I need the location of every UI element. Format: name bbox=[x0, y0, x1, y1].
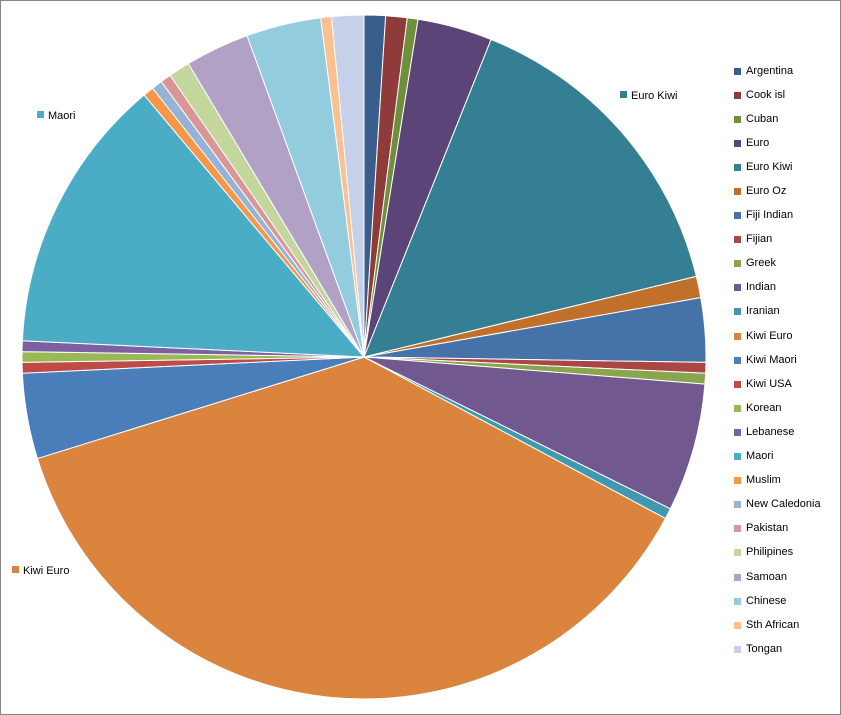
callout-label-kiwi-euro: Kiwi Euro bbox=[23, 565, 69, 577]
legend-swatch bbox=[734, 428, 741, 436]
legend-label: Cuban bbox=[746, 112, 779, 125]
legend-swatch bbox=[734, 188, 741, 196]
legend-swatch bbox=[734, 645, 741, 653]
legend-swatch bbox=[734, 212, 741, 220]
legend-swatch bbox=[734, 260, 741, 268]
legend-label: Chinese bbox=[746, 594, 787, 607]
legend-item-euro-oz: Euro Oz bbox=[734, 179, 839, 203]
legend-label: Samoan bbox=[746, 570, 787, 583]
legend-item-kiwi-euro: Kiwi Euro bbox=[734, 324, 839, 348]
legend-item-sth-african: Sth African bbox=[734, 613, 839, 637]
pie-slice-kiwi-euro bbox=[36, 356, 667, 700]
legend-swatch bbox=[734, 525, 741, 533]
legend-label: Philipines bbox=[746, 546, 794, 559]
legend-label: Euro Oz bbox=[746, 185, 787, 198]
legend-item-cuban: Cuban bbox=[734, 107, 839, 131]
legend-swatch bbox=[734, 453, 741, 461]
legend-swatch bbox=[734, 380, 741, 388]
legend-item-kiwi-maori: Kiwi Maori bbox=[734, 348, 839, 372]
legend-item-cook-isl: Cook isl bbox=[734, 83, 839, 107]
legend-label: Korean bbox=[746, 401, 782, 414]
pie-slice-maori bbox=[21, 94, 366, 358]
legend-label: Fiji Indian bbox=[746, 209, 794, 222]
legend-item-iranian: Iranian bbox=[734, 300, 839, 324]
legend-swatch bbox=[734, 163, 741, 171]
legend-item-kiwi-usa: Kiwi USA bbox=[734, 372, 839, 396]
legend-label: Euro Kiwi bbox=[746, 160, 793, 173]
legend-label: Sth African bbox=[746, 618, 800, 631]
legend-item-new-caledonia: New Caledonia bbox=[734, 493, 839, 517]
legend-item-greek: Greek bbox=[734, 252, 839, 276]
legend-swatch bbox=[734, 621, 741, 629]
callout-label-maori: Maori bbox=[48, 110, 76, 122]
legend-swatch bbox=[734, 404, 741, 412]
legend-label: New Caledonia bbox=[746, 498, 821, 511]
legend-swatch bbox=[734, 236, 741, 244]
legend-label: Iranian bbox=[746, 305, 780, 318]
legend-swatch bbox=[734, 356, 741, 364]
legend-swatch bbox=[734, 549, 741, 557]
legend-swatch bbox=[734, 332, 741, 340]
legend-label: Euro bbox=[746, 136, 770, 149]
legend-swatch bbox=[734, 597, 741, 605]
legend-item-fijian: Fijian bbox=[734, 228, 839, 252]
pie-slice-indian bbox=[363, 356, 706, 510]
callout-swatch-euro-kiwi bbox=[620, 91, 627, 98]
legend-item-euro: Euro bbox=[734, 131, 839, 155]
legend-item-korean: Korean bbox=[734, 396, 839, 420]
legend-item-fiji-indian: Fiji Indian bbox=[734, 204, 839, 228]
legend-item-chinese: Chinese bbox=[734, 589, 839, 613]
legend-item-indian: Indian bbox=[734, 276, 839, 300]
pie-slices bbox=[21, 14, 707, 700]
legend: Argentina Cook isl Cuban Euro Euro Kiwi Euro … bbox=[734, 59, 839, 661]
legend-item-lebanese: Lebanese bbox=[734, 420, 839, 444]
pie-slice-tongan bbox=[330, 14, 365, 358]
legend-swatch bbox=[734, 501, 741, 509]
legend-label: Kiwi Maori bbox=[746, 353, 797, 366]
legend-label: Indian bbox=[746, 281, 776, 294]
legend-label: Fijian bbox=[746, 233, 773, 246]
legend-swatch bbox=[734, 308, 741, 316]
legend-label: Cook isl bbox=[746, 88, 786, 101]
legend-label: Argentina bbox=[746, 64, 794, 77]
legend-swatch bbox=[734, 139, 741, 147]
legend-swatch bbox=[734, 91, 741, 99]
legend-label: Lebanese bbox=[746, 425, 795, 438]
callout-swatch-maori bbox=[37, 111, 44, 118]
legend-label: Pakistan bbox=[746, 522, 789, 535]
legend-label: Maori bbox=[746, 450, 774, 463]
legend-item-argentina: Argentina bbox=[734, 59, 839, 83]
legend-swatch bbox=[734, 477, 741, 485]
legend-item-pakistan: Pakistan bbox=[734, 517, 839, 541]
pie-slice-euro-kiwi bbox=[363, 38, 697, 358]
legend-item-muslim: Muslim bbox=[734, 469, 839, 493]
legend-item-maori: Maori bbox=[734, 445, 839, 469]
legend-label: Greek bbox=[746, 257, 776, 270]
legend-swatch bbox=[734, 284, 741, 292]
legend-item-philipines: Philipines bbox=[734, 541, 839, 565]
callout-swatch-kiwi-euro bbox=[12, 566, 19, 573]
legend-swatch bbox=[734, 573, 741, 581]
legend-swatch bbox=[734, 115, 741, 123]
legend-label: Kiwi Euro bbox=[746, 329, 793, 342]
legend-swatch bbox=[734, 67, 741, 75]
callout-label-euro-kiwi: Euro Kiwi bbox=[631, 90, 677, 102]
legend-item-tongan: Tongan bbox=[734, 637, 839, 661]
legend-item-samoan: Samoan bbox=[734, 565, 839, 589]
legend-label: Muslim bbox=[746, 474, 781, 487]
legend-label: Kiwi USA bbox=[746, 377, 792, 390]
legend-label: Tongan bbox=[746, 642, 783, 655]
legend-item-euro-kiwi: Euro Kiwi bbox=[734, 155, 839, 179]
slice-callouts: Euro Kiwi Maori Kiwi Euro bbox=[12, 90, 677, 577]
